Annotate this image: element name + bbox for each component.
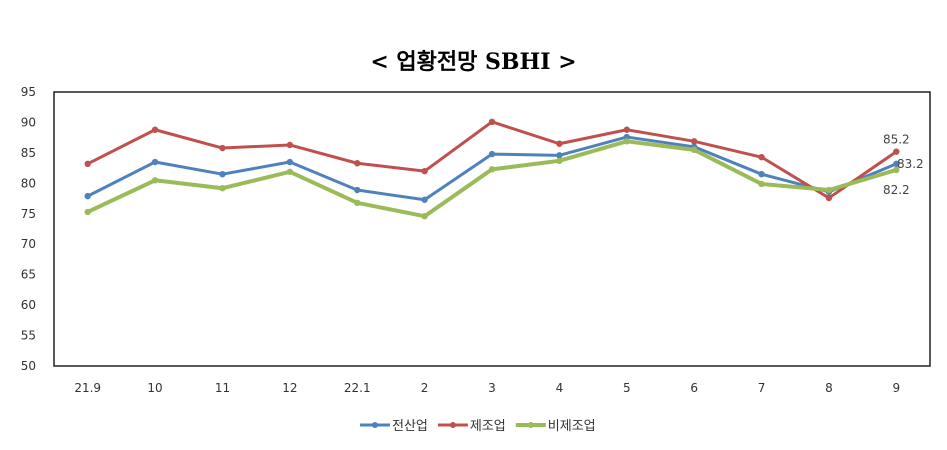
legend-label: 비제조업 bbox=[548, 419, 596, 434]
data-point bbox=[151, 158, 159, 166]
x-tick-label: 10 bbox=[147, 381, 162, 395]
legend-label: 전산업 bbox=[392, 419, 428, 434]
data-point bbox=[219, 185, 226, 192]
data-point bbox=[893, 148, 900, 155]
data-point bbox=[758, 171, 765, 178]
x-tick-label: 2 bbox=[421, 381, 429, 395]
y-tick-label: 55 bbox=[21, 329, 36, 343]
data-point bbox=[421, 196, 428, 203]
y-tick-label: 95 bbox=[21, 85, 36, 99]
data-point bbox=[354, 160, 361, 167]
y-tick-label: 90 bbox=[21, 115, 36, 129]
data-point bbox=[84, 160, 91, 168]
plot-area bbox=[53, 91, 931, 367]
data-point bbox=[151, 177, 159, 184]
data-point bbox=[556, 157, 563, 165]
data-point bbox=[286, 158, 294, 166]
x-tick-label: 7 bbox=[758, 381, 766, 395]
data-point bbox=[623, 138, 630, 145]
x-tick-label: 6 bbox=[690, 381, 698, 395]
data-point bbox=[421, 213, 428, 220]
legend-label: 제조업 bbox=[470, 419, 506, 434]
legend-marker bbox=[372, 422, 378, 428]
data-point bbox=[151, 126, 159, 133]
x-tick-label: 9 bbox=[892, 381, 900, 395]
y-tick-label: 75 bbox=[21, 207, 36, 221]
data-point bbox=[556, 140, 563, 147]
x-tick-label: 4 bbox=[556, 381, 564, 395]
y-tick-label: 50 bbox=[21, 359, 36, 373]
legend-marker bbox=[449, 422, 456, 428]
y-tick-label: 85 bbox=[21, 146, 36, 160]
legend-marker bbox=[527, 422, 534, 428]
data-point bbox=[354, 186, 361, 194]
data-point bbox=[623, 126, 630, 133]
data-label: 85.2 bbox=[883, 133, 910, 147]
data-label: 83.2 bbox=[897, 157, 924, 171]
x-tick-label: 22.1 bbox=[344, 381, 371, 395]
x-tick-label: 8 bbox=[825, 381, 833, 395]
data-point bbox=[690, 146, 698, 154]
y-tick-label: 60 bbox=[21, 298, 36, 312]
chart-title: < 업황전망 SBHI > bbox=[370, 49, 577, 75]
data-point bbox=[825, 194, 833, 202]
data-point bbox=[488, 118, 496, 126]
data-point bbox=[354, 199, 361, 207]
data-point bbox=[84, 192, 91, 200]
data-point bbox=[758, 180, 765, 188]
data-point bbox=[219, 171, 226, 178]
data-point bbox=[488, 150, 496, 158]
data-point bbox=[286, 141, 294, 149]
y-tick-label: 80 bbox=[21, 176, 36, 190]
data-point bbox=[825, 186, 833, 194]
y-tick-label: 65 bbox=[21, 268, 36, 282]
data-point bbox=[758, 153, 765, 161]
data-point bbox=[286, 168, 294, 175]
data-point bbox=[556, 152, 563, 159]
x-tick-label: 21.9 bbox=[74, 381, 101, 395]
x-tick-label: 5 bbox=[623, 381, 631, 395]
data-point bbox=[84, 208, 91, 216]
x-tick-label: 11 bbox=[215, 381, 230, 395]
data-point bbox=[219, 144, 226, 152]
data-point bbox=[893, 160, 900, 168]
data-point bbox=[488, 166, 496, 173]
x-tick-label: 3 bbox=[488, 381, 496, 395]
x-tick-label: 12 bbox=[282, 381, 297, 395]
y-tick-label: 70 bbox=[21, 237, 36, 251]
data-point bbox=[421, 167, 428, 175]
data-point bbox=[893, 166, 900, 174]
data-point bbox=[690, 138, 698, 145]
data-label: 82.2 bbox=[883, 183, 910, 197]
